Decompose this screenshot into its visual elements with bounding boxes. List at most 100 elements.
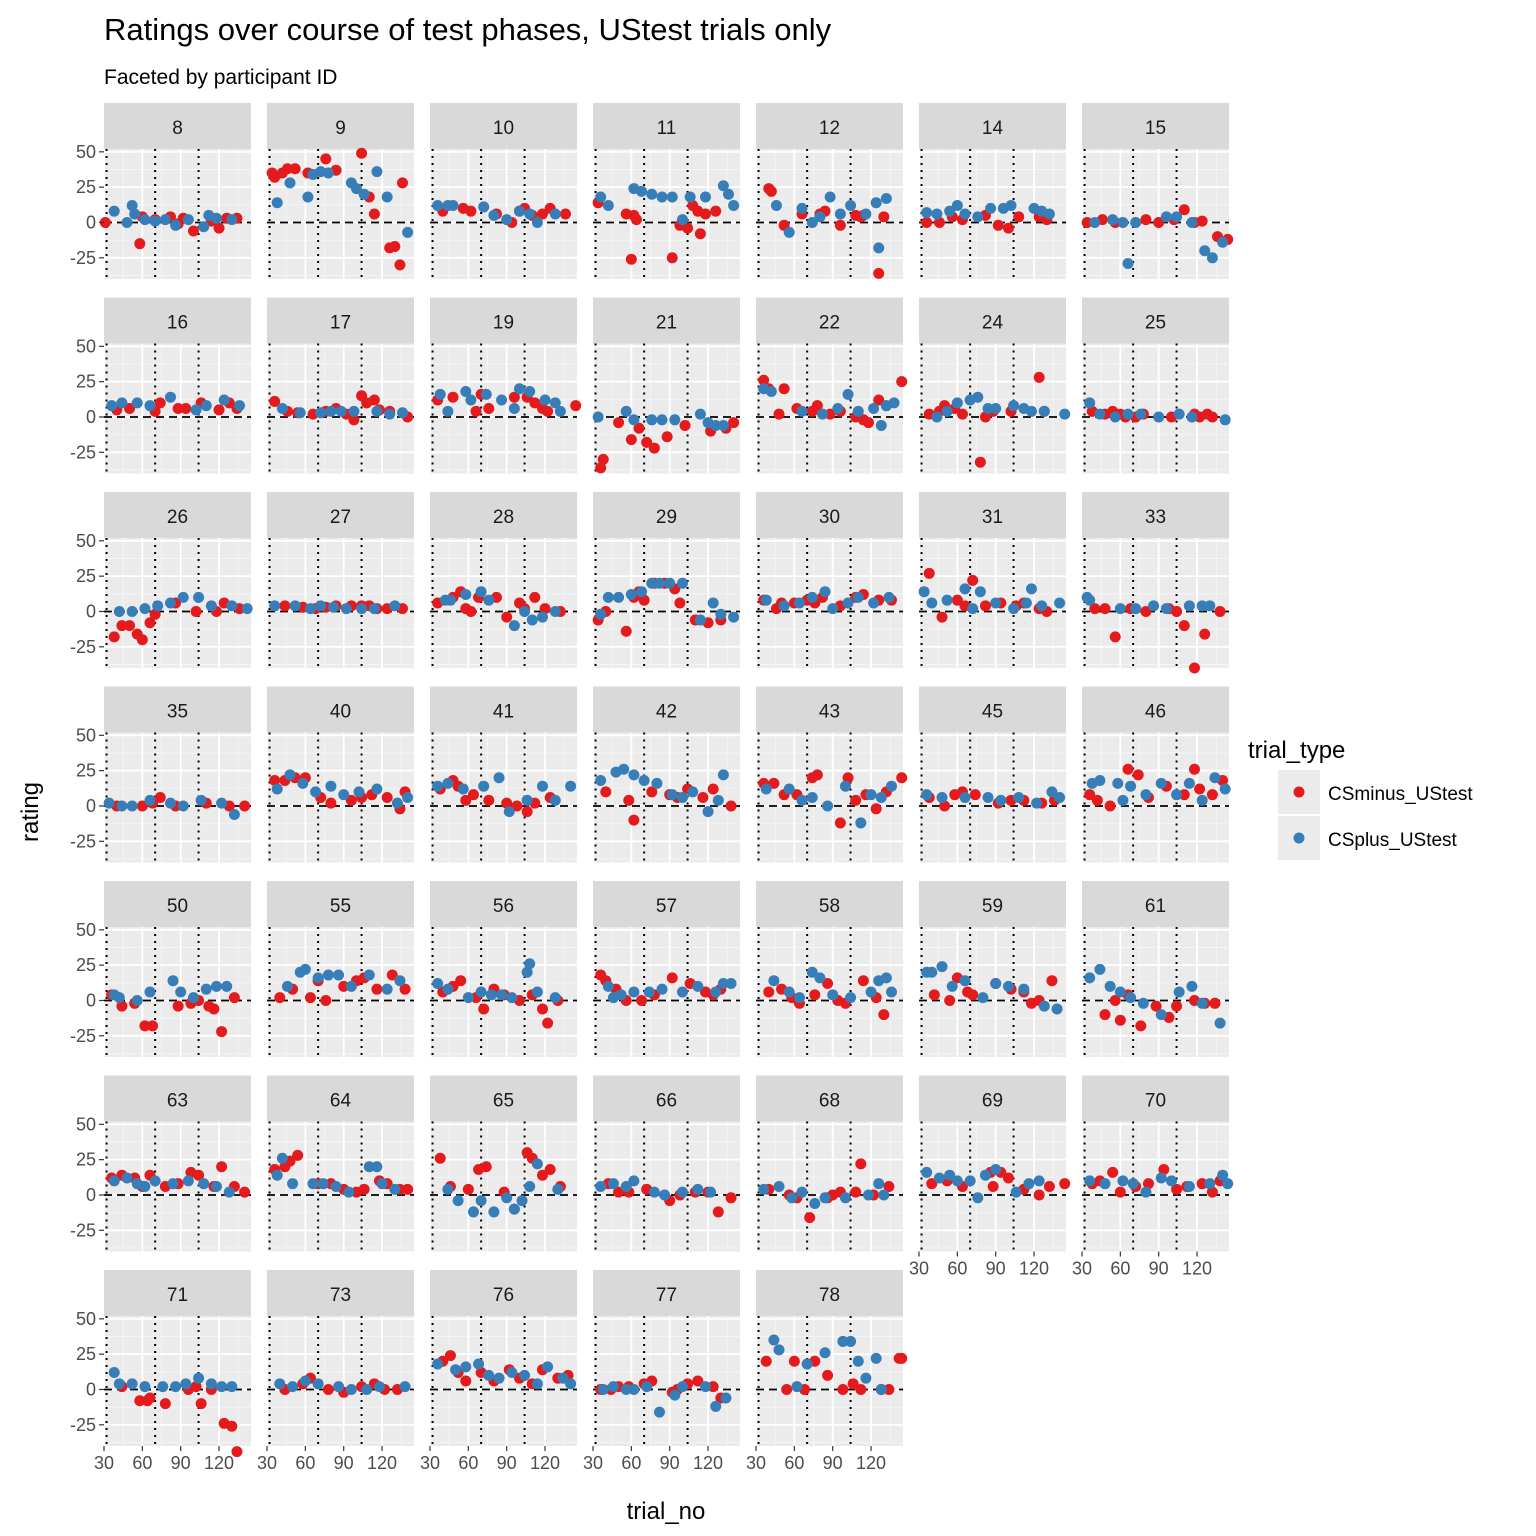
point-csplus <box>1160 211 1172 223</box>
facet-panel-10: 10 <box>429 103 577 279</box>
facet-panel-15: 15 <box>1081 103 1234 279</box>
point-csminus <box>99 216 111 228</box>
x-tick-label: 60 <box>784 1453 804 1473</box>
point-csplus <box>972 1192 984 1204</box>
point-csplus <box>641 1381 653 1393</box>
point-csplus <box>152 600 164 612</box>
point-csplus <box>508 620 520 632</box>
facet-panel-55: 55 <box>266 881 414 1057</box>
point-csplus <box>694 408 706 420</box>
y-tick-label: -25 <box>70 1220 96 1240</box>
point-csplus <box>1135 408 1147 420</box>
point-csplus <box>330 1181 342 1192</box>
point-csplus <box>865 986 877 998</box>
point-csminus <box>967 989 979 1001</box>
facet-strip-label: 58 <box>819 896 840 917</box>
point-csplus <box>687 786 699 798</box>
point-csplus <box>1140 789 1152 801</box>
point-csplus <box>233 400 245 412</box>
point-csplus <box>918 586 930 598</box>
chart-subtitle: Faceted by participant ID <box>104 66 337 89</box>
point-csplus <box>676 1381 688 1393</box>
point-csplus <box>304 603 316 615</box>
facet-strip <box>593 1075 740 1122</box>
point-csminus <box>1194 783 1206 795</box>
point-csplus <box>180 1378 192 1390</box>
legend-entry-csminus: CSminus_UStest <box>1278 770 1473 814</box>
point-csplus <box>1025 583 1037 595</box>
point-csplus <box>773 1344 785 1356</box>
point-csplus <box>149 1175 161 1187</box>
point-csminus <box>1178 789 1190 801</box>
point-csplus <box>873 1178 885 1190</box>
point-csplus <box>720 1392 732 1404</box>
facet-strip-label: 15 <box>1145 118 1166 139</box>
point-csplus <box>801 1358 813 1370</box>
facet-panel-65: 65 <box>429 1075 577 1252</box>
point-csplus <box>1104 980 1116 992</box>
point-csplus <box>885 986 897 998</box>
y-tick-label: -25 <box>70 1026 96 1046</box>
point-csplus <box>1222 1178 1234 1190</box>
point-csplus <box>595 1181 607 1192</box>
y-axis-label: rating <box>17 782 44 842</box>
point-csminus <box>710 205 722 217</box>
point-csplus <box>974 586 986 598</box>
point-csplus <box>653 1406 665 1418</box>
point-csminus <box>231 1446 243 1458</box>
point-csplus <box>1165 1175 1177 1187</box>
y-tick-label: 50 <box>76 336 96 356</box>
point-csminus <box>1171 1183 1183 1195</box>
facet-strip <box>430 1270 577 1316</box>
point-csminus <box>857 975 869 987</box>
point-csplus <box>710 986 722 998</box>
x-tick-label: 90 <box>334 1453 354 1473</box>
point-csplus <box>819 1192 831 1204</box>
point-csminus <box>501 611 513 623</box>
point-csminus <box>239 1186 251 1198</box>
facet-panel-57: 57 <box>592 881 740 1057</box>
point-csplus <box>972 211 984 223</box>
facet-strip-label: 71 <box>167 1285 188 1306</box>
point-csminus <box>460 1375 472 1387</box>
point-csplus <box>875 792 887 803</box>
point-csplus <box>1094 408 1106 420</box>
point-csminus <box>134 238 146 250</box>
point-csplus <box>565 780 577 792</box>
point-csplus <box>434 388 446 400</box>
facet-panel-19: 19 <box>429 297 582 474</box>
x-tick-label: 90 <box>497 1453 517 1473</box>
point-csplus <box>1140 1186 1152 1198</box>
point-csplus <box>333 969 345 981</box>
point-csplus <box>116 800 128 812</box>
point-csminus <box>699 208 711 220</box>
point-csplus <box>1084 594 1096 606</box>
point-csminus <box>239 800 251 812</box>
point-csplus <box>692 980 704 992</box>
point-csplus <box>1114 986 1126 998</box>
point-csminus <box>529 397 541 409</box>
point-csplus <box>126 200 138 212</box>
point-csminus <box>480 1161 492 1173</box>
point-csminus <box>822 978 834 990</box>
point-csplus <box>200 983 212 995</box>
y-tick-label: 50 <box>76 920 96 940</box>
point-csminus <box>613 417 625 429</box>
point-csminus <box>1114 1014 1126 1026</box>
point-csplus <box>684 191 696 203</box>
point-csminus <box>521 806 533 818</box>
point-csminus <box>979 411 991 423</box>
point-csplus <box>343 1186 355 1198</box>
point-csminus <box>1199 628 1211 640</box>
facet-panel-22: 22 <box>755 297 908 474</box>
facet-strip-label: 28 <box>493 507 514 528</box>
point-csplus <box>648 1186 660 1198</box>
point-csplus <box>985 202 997 214</box>
y-tick-label: -25 <box>70 1415 96 1435</box>
point-csminus <box>228 992 240 1004</box>
facet-strip-label: 43 <box>819 702 840 723</box>
point-csplus <box>868 597 880 609</box>
point-csplus <box>1025 405 1037 417</box>
point-csplus <box>793 992 805 1004</box>
y-tick-label: 0 <box>86 212 96 232</box>
